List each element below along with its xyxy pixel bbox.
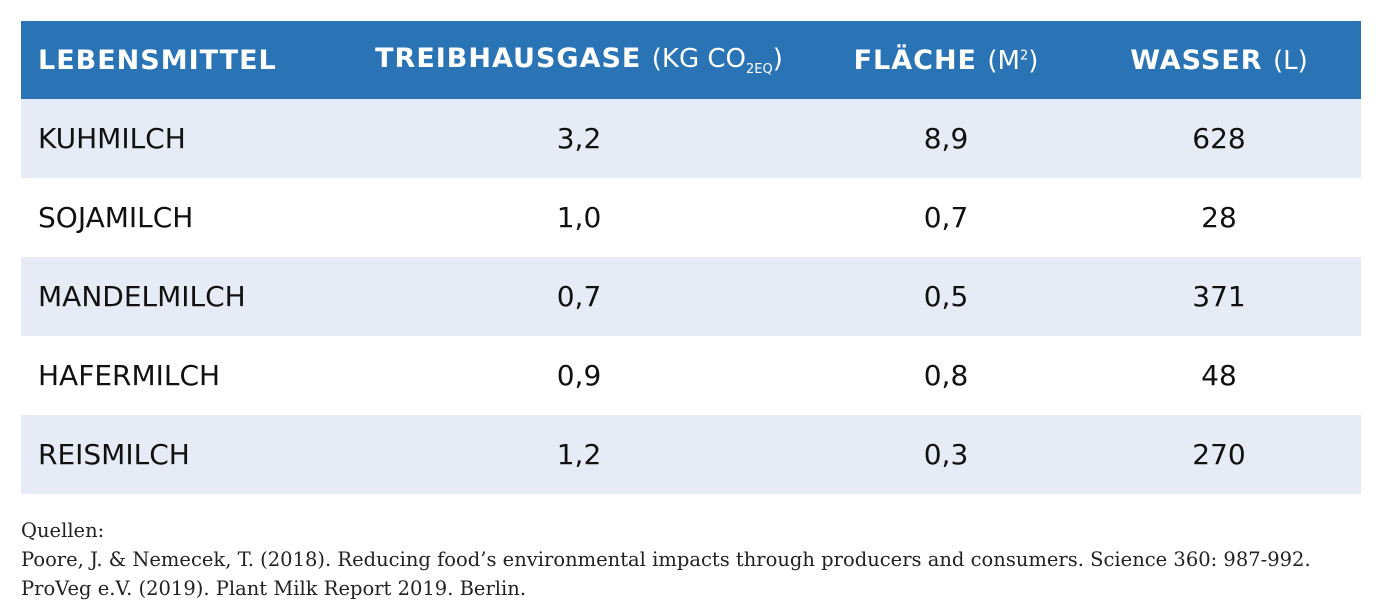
table-row: SOJAMILCH 1,0 0,7 28	[21, 178, 1361, 257]
header-water: WASSER (L)	[1077, 45, 1361, 76]
cell-ghg: 0,9	[556, 359, 602, 392]
header-area-label: FLÄCHE	[853, 44, 977, 76]
cell-food: KUHMILCH	[38, 122, 186, 155]
cell-area: 8,9	[923, 122, 969, 155]
source-line: Poore, J. & Nemecek, T. (2018). Reducing…	[21, 548, 1311, 571]
cell-food: HAFERMILCH	[38, 359, 221, 392]
table-row: MANDELMILCH 0,7 0,5 371	[21, 257, 1361, 336]
cell-food: SOJAMILCH	[38, 201, 194, 234]
cell-water: 28	[1201, 201, 1237, 234]
sources-label: Quellen:	[21, 519, 105, 542]
cell-ghg: 1,0	[556, 201, 602, 234]
header-ghg-label: TREIBHAUSGASE	[375, 42, 642, 74]
cell-ghg: 3,2	[556, 122, 602, 155]
header-water-label: WASSER	[1130, 44, 1263, 76]
table-header: LEBENSMITTEL TREIBHAUSGASE (KG CO2EQ) FL…	[21, 21, 1361, 99]
table-row: HAFERMILCH 0,9 0,8 48	[21, 336, 1361, 415]
cell-water: 628	[1192, 122, 1246, 155]
cell-ghg: 1,2	[556, 438, 602, 471]
source-line: ProVeg e.V. (2019). Plant Milk Report 20…	[21, 577, 527, 600]
cell-area: 0,8	[923, 359, 969, 392]
header-food: LEBENSMITTEL	[38, 44, 277, 76]
header-area: FLÄCHE (M2)	[815, 45, 1077, 76]
header-water-unit: (L)	[1273, 45, 1308, 76]
cell-ghg: 0,7	[556, 280, 602, 313]
table-row: REISMILCH 1,2 0,3 270	[21, 415, 1361, 494]
cell-area: 0,5	[923, 280, 969, 313]
cell-area: 0,3	[923, 438, 969, 471]
cell-water: 270	[1192, 438, 1246, 471]
sources-note: Quellen: Poore, J. & Nemecek, T. (2018).…	[21, 516, 1371, 603]
cell-food: REISMILCH	[38, 438, 190, 471]
comparison-table: LEBENSMITTEL TREIBHAUSGASE (KG CO2EQ) FL…	[21, 21, 1361, 494]
cell-food: MANDELMILCH	[38, 280, 246, 313]
header-ghg: TREIBHAUSGASE (KG CO2EQ)	[343, 43, 815, 77]
cell-area: 0,7	[923, 201, 969, 234]
header-area-unit: (M2)	[987, 45, 1039, 76]
cell-water: 371	[1192, 280, 1246, 313]
table-row: KUHMILCH 3,2 8,9 628	[21, 99, 1361, 178]
header-ghg-unit: (KG CO2EQ)	[651, 43, 783, 78]
cell-water: 48	[1201, 359, 1237, 392]
